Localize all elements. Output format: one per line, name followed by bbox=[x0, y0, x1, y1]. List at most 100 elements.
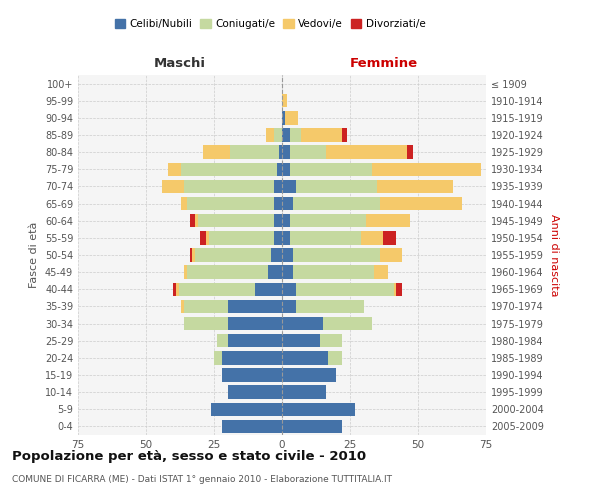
Bar bbox=[187, 266, 268, 279]
Bar bbox=[394, 282, 396, 296]
Bar bbox=[184, 180, 274, 193]
Y-axis label: Anni di nascita: Anni di nascita bbox=[549, 214, 559, 296]
Bar bbox=[285, 111, 298, 124]
Bar bbox=[282, 94, 287, 108]
Bar bbox=[282, 214, 290, 228]
Bar bbox=[173, 282, 176, 296]
Bar bbox=[266, 128, 274, 141]
Legend: Celibi/Nubili, Coniugati/e, Vedovi/e, Divorziati/e: Celibi/Nubili, Coniugati/e, Vedovi/e, Di… bbox=[110, 15, 430, 34]
Bar bbox=[293, 197, 380, 210]
Bar bbox=[274, 128, 282, 141]
Bar bbox=[290, 162, 372, 176]
Bar bbox=[187, 197, 274, 210]
Bar bbox=[290, 128, 301, 141]
Bar bbox=[274, 180, 282, 193]
Bar bbox=[282, 231, 290, 244]
Text: Popolazione per età, sesso e stato civile - 2010: Popolazione per età, sesso e stato civil… bbox=[12, 450, 366, 463]
Bar bbox=[222, 368, 282, 382]
Y-axis label: Fasce di età: Fasce di età bbox=[29, 222, 39, 288]
Bar bbox=[361, 231, 383, 244]
Bar bbox=[407, 146, 413, 159]
Bar bbox=[326, 146, 407, 159]
Bar bbox=[176, 282, 179, 296]
Bar bbox=[282, 334, 320, 347]
Bar bbox=[282, 197, 293, 210]
Bar bbox=[197, 214, 274, 228]
Bar bbox=[277, 162, 282, 176]
Bar bbox=[380, 197, 461, 210]
Bar bbox=[274, 231, 282, 244]
Bar bbox=[282, 282, 296, 296]
Bar bbox=[380, 248, 401, 262]
Bar bbox=[227, 317, 282, 330]
Bar bbox=[282, 402, 355, 416]
Bar bbox=[342, 128, 347, 141]
Bar bbox=[274, 214, 282, 228]
Text: Femmine: Femmine bbox=[350, 57, 418, 70]
Bar bbox=[282, 248, 293, 262]
Bar bbox=[209, 231, 274, 244]
Bar bbox=[282, 128, 290, 141]
Bar bbox=[211, 402, 282, 416]
Bar bbox=[282, 300, 296, 313]
Bar bbox=[282, 180, 296, 193]
Bar bbox=[217, 334, 227, 347]
Bar bbox=[179, 282, 255, 296]
Bar bbox=[190, 214, 195, 228]
Bar bbox=[195, 248, 271, 262]
Bar bbox=[274, 197, 282, 210]
Bar bbox=[271, 248, 282, 262]
Bar bbox=[255, 282, 282, 296]
Bar bbox=[383, 231, 396, 244]
Bar bbox=[290, 146, 326, 159]
Bar bbox=[290, 214, 367, 228]
Bar bbox=[222, 420, 282, 433]
Bar bbox=[181, 300, 184, 313]
Bar bbox=[282, 368, 337, 382]
Bar bbox=[328, 351, 342, 364]
Bar bbox=[282, 317, 323, 330]
Bar bbox=[282, 111, 285, 124]
Bar bbox=[282, 386, 326, 399]
Bar bbox=[296, 282, 394, 296]
Bar bbox=[396, 282, 401, 296]
Bar bbox=[203, 146, 230, 159]
Bar bbox=[296, 300, 364, 313]
Bar bbox=[320, 334, 342, 347]
Bar bbox=[227, 386, 282, 399]
Text: Maschi: Maschi bbox=[154, 57, 206, 70]
Bar bbox=[184, 317, 227, 330]
Bar bbox=[184, 266, 187, 279]
Bar bbox=[184, 300, 227, 313]
Bar bbox=[282, 351, 328, 364]
Bar bbox=[181, 162, 277, 176]
Bar bbox=[282, 162, 290, 176]
Bar bbox=[268, 266, 282, 279]
Bar bbox=[181, 197, 187, 210]
Bar bbox=[323, 317, 372, 330]
Bar bbox=[290, 231, 361, 244]
Bar bbox=[377, 180, 454, 193]
Bar bbox=[192, 248, 195, 262]
Bar bbox=[222, 351, 282, 364]
Bar bbox=[282, 420, 342, 433]
Bar bbox=[293, 248, 380, 262]
Bar bbox=[195, 214, 197, 228]
Bar bbox=[293, 266, 374, 279]
Bar bbox=[168, 162, 181, 176]
Bar bbox=[367, 214, 410, 228]
Bar bbox=[227, 300, 282, 313]
Bar bbox=[214, 351, 222, 364]
Bar bbox=[230, 146, 279, 159]
Bar bbox=[227, 334, 282, 347]
Bar bbox=[190, 248, 192, 262]
Bar bbox=[163, 180, 184, 193]
Bar bbox=[206, 231, 209, 244]
Bar bbox=[296, 180, 377, 193]
Bar bbox=[372, 162, 481, 176]
Bar bbox=[282, 266, 293, 279]
Bar bbox=[200, 231, 206, 244]
Bar bbox=[374, 266, 388, 279]
Bar bbox=[279, 146, 282, 159]
Bar bbox=[282, 146, 290, 159]
